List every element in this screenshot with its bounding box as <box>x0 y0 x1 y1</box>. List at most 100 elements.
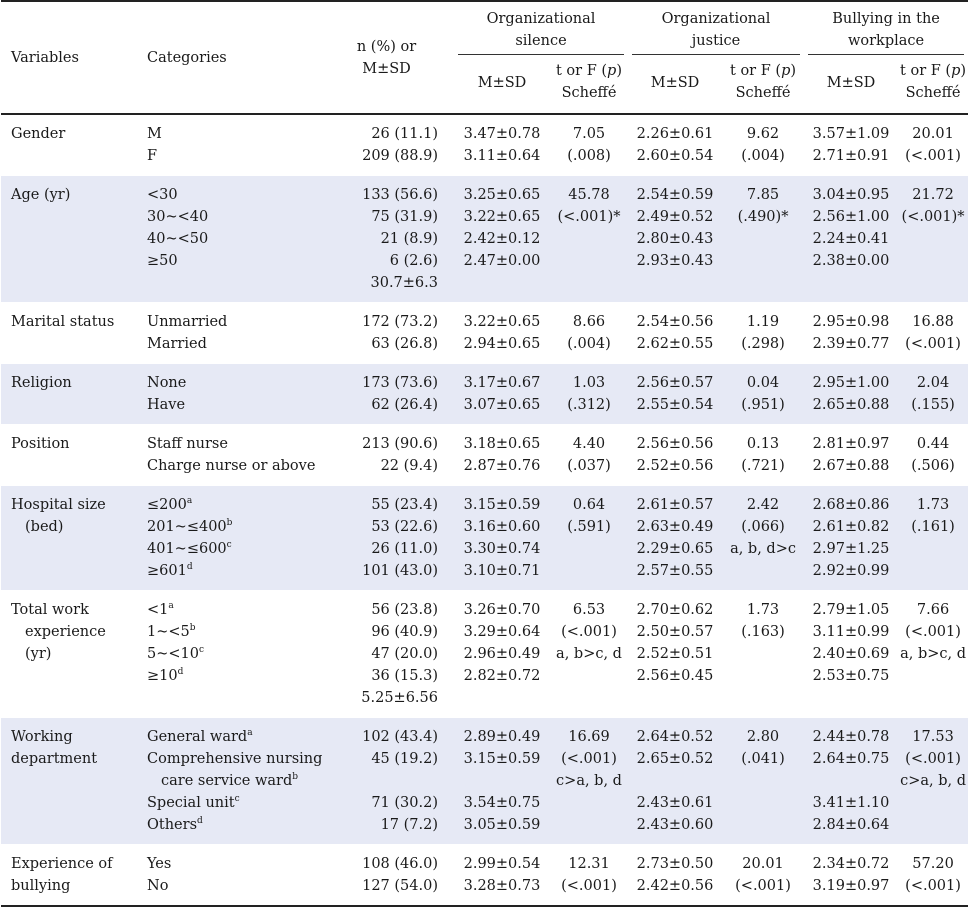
bw-msd-cell-line: 2.79±1.05 <box>812 602 890 618</box>
oj-msd-cell: 2.61±0.57 2.63±0.49 2.29±0.65 2.57±0.55 <box>628 485 723 591</box>
bw-msd-cell-line: 2.95±1.00 <box>812 375 890 391</box>
n-cell-line: 96 (40.9) <box>371 624 438 640</box>
oj-msd-cell-line: 2.57±0.55 <box>636 563 714 579</box>
oj-msd-cell-line: 2.70±0.62 <box>636 602 714 618</box>
oj-msd-cell: 2.56±0.57 2.55±0.54 <box>628 363 723 425</box>
category-cell-line: Special unitc <box>147 794 240 811</box>
oj-msd-cell: 2.56±0.56 2.52±0.56 <box>628 425 722 486</box>
os-stat-cell-line: 1.03 <box>572 375 606 391</box>
bw-stat-cell: 21.72 (<.001)* <box>898 175 969 303</box>
n-cell-line: 75 (31.9) <box>371 209 438 225</box>
os-msd-cell: 3.47±0.78 3.11±0.64 <box>454 114 550 176</box>
n-cell-line: 213 (90.6) <box>362 436 438 452</box>
bw-stat-cell: 7.66 (<.001) a, b>c, d <box>898 591 968 718</box>
os-msd-cell-line: 3.18±0.65 <box>463 436 541 452</box>
bw-stat-cell: 16.88 (<.001) <box>898 303 968 364</box>
bw-msd-cell-line: 2.67±0.88 <box>812 458 890 474</box>
category-cell-line: Yes <box>147 856 172 872</box>
category-cell-line: Staff nurse <box>147 436 228 452</box>
bw-stat-cell-line: 16.88 <box>912 314 954 330</box>
n-cell-line: 71 (30.2) <box>371 795 438 811</box>
os-msd-cell: 3.17±0.67 3.07±0.65 <box>454 363 550 425</box>
oj-stat-cell-line: 1.73 <box>746 602 780 618</box>
variable-cell-line: (bed) <box>25 519 64 535</box>
oj-stat-cell-line: 1.19 <box>746 314 780 330</box>
bw-msd-cell: 2.34±0.72 3.19±0.97 <box>804 844 899 907</box>
category-cell: None Have <box>139 363 329 425</box>
variable-cell-line: (yr) <box>25 646 52 662</box>
os-msd-cell-line: 3.17±0.67 <box>463 375 541 391</box>
category-cell-line: 5~<10c <box>147 645 205 662</box>
variable-cell-line: Gender <box>11 126 66 142</box>
category-cell: <30 30~<40 40~<50 ≥50 <box>139 175 329 303</box>
os-stat-cell-line: 6.53 <box>572 602 606 618</box>
category-cell-line: 40~<50 <box>147 231 209 247</box>
oj-stat-cell-line: 20.01 <box>742 856 784 872</box>
os-stat-cell-line: (.591) <box>567 519 611 535</box>
tf-label: t or F (p) <box>556 63 623 79</box>
oj-stat-cell-line: 9.62 <box>746 126 780 142</box>
table-row: Age (yr) <30 30~<40 40~<50 ≥50 133 (56.6) 75 (… <box>1 175 969 303</box>
category-cell: <1a 1~<5b 5~<10c ≥10d <box>139 591 329 718</box>
os-msd-cell-line: 3.47±0.78 <box>463 126 541 142</box>
os-msd-cell-line <box>454 770 550 792</box>
category-cell-line: 401~≤600c <box>147 540 232 557</box>
table-row: Gender M F 26 (11.1) 209 (88.9) 3.47±0.78 3.11… <box>1 114 969 176</box>
os-stat-cell-line: 0.64 <box>572 497 606 513</box>
oj-stat-cell: 9.62 (.004) <box>722 114 804 176</box>
category-cell-line: ≥601d <box>147 562 193 579</box>
n-cell-line: 102 (43.4) <box>362 729 438 745</box>
oj-msd-cell-line: 2.49±0.52 <box>636 209 714 225</box>
oj-msd-cell: 2.70±0.62 2.50±0.57 2.52±0.51 2.56±0.45 <box>628 591 722 718</box>
header-variables: Variables <box>1 0 139 115</box>
os-msd-cell-line: 3.05±0.59 <box>463 817 541 833</box>
os-msd-cell-line: 3.22±0.65 <box>463 314 541 330</box>
oj-msd-cell-line: 2.56±0.56 <box>636 436 714 452</box>
category-cell-line: M <box>147 126 162 142</box>
os-stat-cell-line: 45.78 <box>568 187 610 203</box>
os-stat-cell-line: a, b>c, d <box>556 646 622 662</box>
category-cell-line: care service wardb <box>161 772 299 789</box>
category-cell: ≤200a 201~≤400b 401~≤600c ≥601d <box>139 485 329 591</box>
oj-msd-cell-line <box>628 770 722 792</box>
n-cell-line: 36 (15.3) <box>371 668 438 684</box>
category-cell-line: <1a <box>147 601 174 618</box>
scheffe-label: Scheffé <box>905 85 961 101</box>
header-organizational-justice: Organizational justice <box>628 0 805 55</box>
bw-msd-cell-line: 2.65±0.88 <box>812 397 890 413</box>
n-cell-line: 63 (26.8) <box>371 336 438 352</box>
variable-cell-line: Age (yr) <box>11 187 71 203</box>
bw-stat-cell-line: 20.01 <box>912 126 954 142</box>
n-cell-line: 45 (19.2) <box>371 751 438 767</box>
oj-msd-cell: 2.26±0.61 2.60±0.54 <box>628 114 722 176</box>
oj-msd-cell-line: 2.93±0.43 <box>636 253 714 269</box>
variable-cell: Experience of bullying <box>1 844 139 907</box>
n-cell-line: 30.7±6.3 <box>370 275 439 291</box>
os-msd-cell-line: 3.29±0.64 <box>463 624 541 640</box>
oj-stat-cell-line: (.490)* <box>737 209 789 225</box>
bw-stat-cell-line: c>a, b, d <box>900 773 966 789</box>
oj-stat-cell-line: 2.80 <box>746 729 780 745</box>
bw-msd-cell-line: 2.34±0.72 <box>812 856 890 872</box>
oj-stat-cell: 0.04 (.951) <box>722 363 805 425</box>
os-stat-cell-line: (<.001) <box>561 878 617 894</box>
bw-msd-cell-line: 2.84±0.64 <box>812 817 890 833</box>
oj-stat-cell-line: (.041) <box>741 751 785 767</box>
n-cell: 173 (73.6) 62 (26.4) <box>329 363 454 425</box>
category-cell-line: ≥10d <box>147 667 184 684</box>
category-cell: General warda Comprehensive nursing care s… <box>139 717 329 845</box>
category-cell-line: None <box>147 375 187 391</box>
os-msd-cell-line: 2.87±0.76 <box>463 458 541 474</box>
variable-cell-line: Marital status <box>11 314 115 330</box>
n-cell-line: 5.25±6.56 <box>361 690 438 706</box>
oj-stat-cell: 1.73 (.163) <box>722 591 804 718</box>
oj-stat-cell-line: 2.42 <box>746 497 780 513</box>
oj-msd-cell-line: 2.65±0.52 <box>636 751 714 767</box>
n-cell-line: 209 (88.9) <box>362 148 438 164</box>
os-msd-cell-line: 3.22±0.65 <box>463 209 541 225</box>
os-msd-cell: 2.89±0.49 3.15±0.59 3.54±0.75 3.05±0.59 <box>454 717 550 845</box>
os-msd-cell-line: 3.28±0.73 <box>463 878 541 894</box>
os-msd-cell-line: 2.94±0.65 <box>463 336 541 352</box>
variable-cell: Working department <box>1 717 139 845</box>
category-cell-line: 1~<5b <box>147 623 196 640</box>
